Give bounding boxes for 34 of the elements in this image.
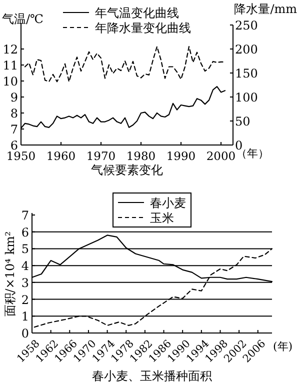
x-tick-label: 1990 xyxy=(166,149,196,163)
y-tick-label: 2 xyxy=(21,292,29,307)
x-tick-label: 2000 xyxy=(206,149,236,163)
y-axis-title: 面积/×10⁴ km² xyxy=(3,231,17,317)
y2-tick-label: 150 xyxy=(235,66,258,80)
y-tick-label: 10 xyxy=(2,74,18,88)
y-tick-label: 5 xyxy=(21,242,29,256)
text: 春小麦、玉米播种面积 xyxy=(92,369,212,383)
y-tick-label: 8 xyxy=(10,106,18,120)
y-tick-label: 9 xyxy=(10,90,18,104)
legend-label: 年气温变化曲线 xyxy=(95,6,179,20)
y-axis-title: 气温/℃ xyxy=(2,12,44,26)
y-tick-label: 1 xyxy=(21,310,29,324)
y2-tick-label: 100 xyxy=(235,90,258,104)
x-axis-title: (年) xyxy=(273,340,293,353)
y2-tick-label: 200 xyxy=(235,42,258,56)
x-tick-label: 1970 xyxy=(86,149,116,163)
y-tick-label: 4 xyxy=(21,259,30,274)
y2-tick-label: 250 xyxy=(235,18,258,32)
x-tick-label: 1960 xyxy=(46,149,76,163)
legend-label: 年降水量变化曲线 xyxy=(95,21,191,35)
y-tick-label: 0 xyxy=(21,326,29,340)
legend-label: 玉米 xyxy=(150,211,174,225)
y-tick-label: 3 xyxy=(21,276,29,290)
y2-axis-title: 降水量/mm xyxy=(234,2,298,16)
y2-tick-label: 50 xyxy=(235,114,250,128)
y-tick-label: 12 xyxy=(2,42,18,56)
y-tick-label: 7 xyxy=(21,208,29,222)
text: 气候要素变化 xyxy=(91,163,163,177)
x-tick-label: 1980 xyxy=(126,149,156,163)
y-tick-label: 7 xyxy=(10,122,18,136)
legend-label: 春小麦 xyxy=(150,196,186,210)
y-tick-label: 11 xyxy=(2,58,18,72)
y-tick-label: 6 xyxy=(21,225,29,240)
